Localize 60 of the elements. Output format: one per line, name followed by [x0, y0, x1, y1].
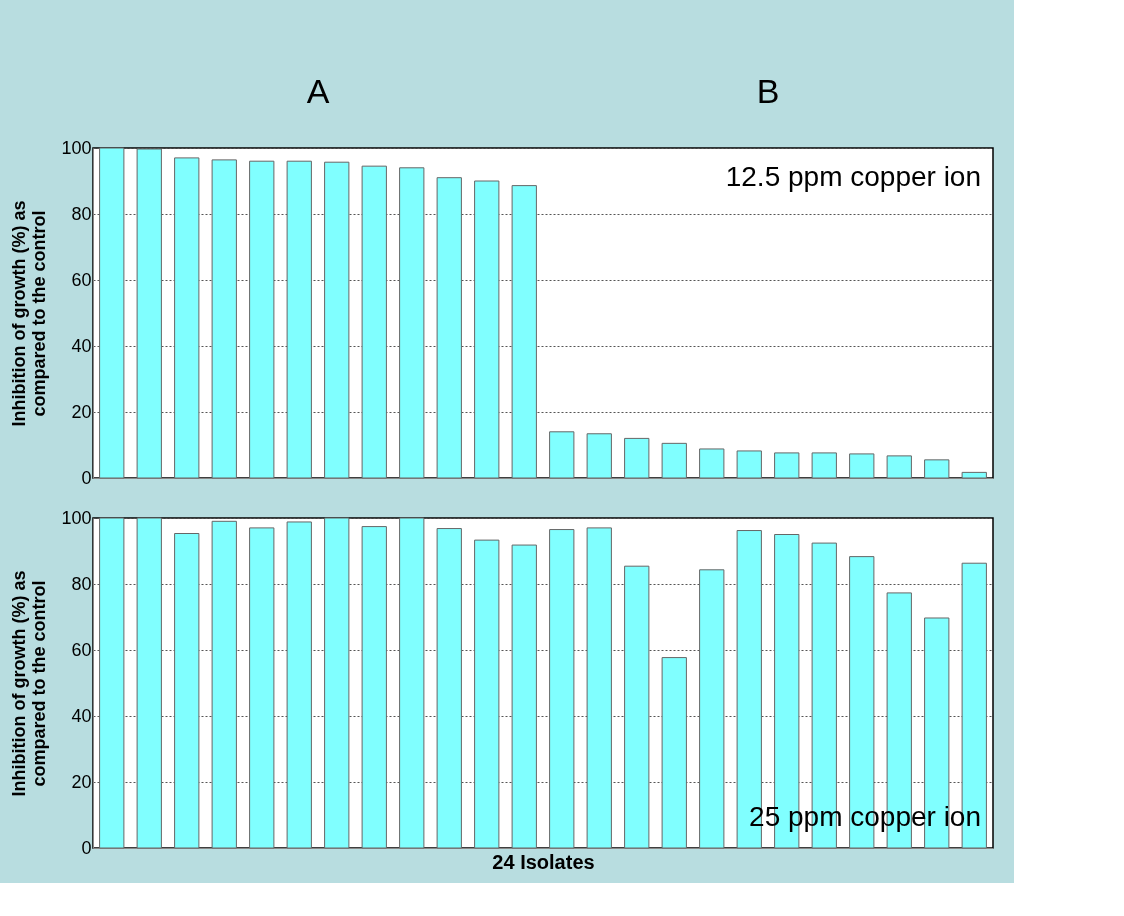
y-tick-label: 60 — [71, 269, 92, 290]
bar — [474, 539, 500, 849]
bar — [699, 569, 725, 849]
y-tick-label: 0 — [81, 837, 92, 858]
y-tick-label: 40 — [71, 705, 92, 726]
text: A — [306, 72, 330, 110]
y-tick-label: 80 — [71, 203, 92, 224]
bar — [811, 452, 837, 479]
bar — [174, 533, 200, 849]
y-tick-label: 20 — [71, 771, 92, 792]
bar — [361, 165, 387, 479]
bar — [324, 161, 350, 479]
bar — [174, 157, 200, 479]
bar — [436, 528, 462, 849]
bar — [736, 450, 762, 479]
text: B — [756, 72, 780, 110]
bar — [511, 544, 537, 849]
bar — [549, 529, 575, 849]
y-tick-label: 20 — [71, 401, 92, 422]
bar — [99, 147, 125, 479]
bar — [661, 657, 687, 849]
bar — [586, 433, 612, 479]
bar — [511, 185, 537, 479]
bar — [399, 517, 425, 849]
y-tick-label: 0 — [81, 467, 92, 488]
bar — [99, 517, 125, 849]
bar — [474, 180, 500, 479]
bar — [886, 455, 912, 479]
y-axis-title: Inhibition of growth (%) as compared to the control — [9, 570, 50, 797]
bar — [361, 526, 387, 849]
bar — [436, 177, 462, 479]
bar — [624, 437, 650, 479]
y-tick-label: 60 — [71, 639, 92, 660]
x-axis-title: 24 Isolates — [492, 850, 595, 873]
bar — [961, 471, 987, 479]
bar — [849, 453, 875, 479]
bar — [774, 452, 800, 479]
bar — [699, 448, 725, 479]
y-tick-label: 100 — [61, 507, 92, 528]
bar — [324, 517, 350, 849]
bar — [136, 517, 162, 849]
bar — [286, 160, 312, 479]
annotation: 25 ppm copper ion — [749, 801, 981, 832]
bar — [249, 160, 275, 479]
y-tick-label: 40 — [71, 335, 92, 356]
y-axis-title: Inhibition of growth (%) as compared to the control — [9, 200, 50, 427]
bar — [286, 521, 312, 849]
bar — [924, 459, 950, 479]
y-tick-label: 80 — [71, 573, 92, 594]
bar — [211, 520, 237, 849]
annotation: 12.5 ppm copper ion — [725, 161, 981, 192]
bar — [249, 527, 275, 849]
bar — [661, 442, 687, 479]
bar — [549, 431, 575, 479]
bar — [211, 159, 237, 479]
bar — [586, 527, 612, 849]
bar — [399, 167, 425, 479]
bar — [624, 565, 650, 849]
bar — [136, 148, 162, 479]
y-tick-label: 100 — [61, 137, 92, 158]
